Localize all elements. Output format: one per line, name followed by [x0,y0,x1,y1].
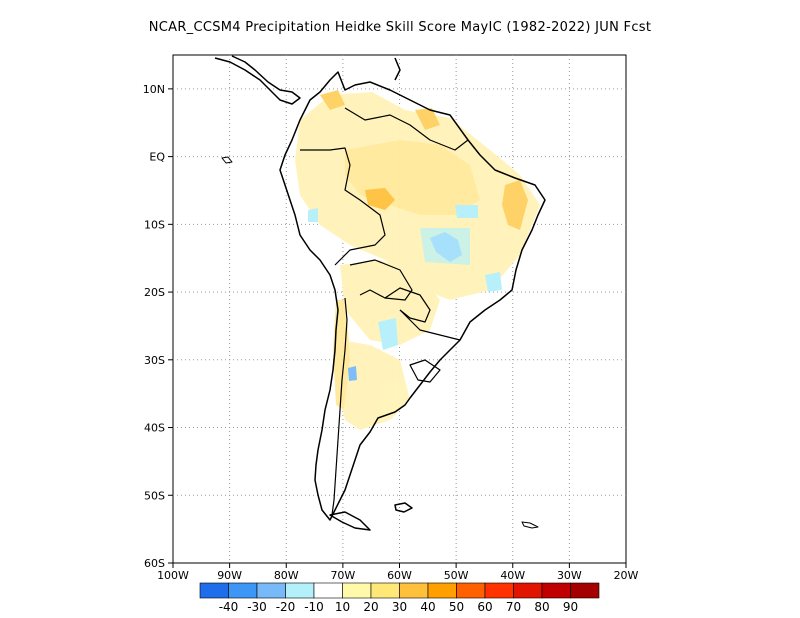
colorbar-swatch [427,582,457,599]
galapagos [221,156,233,164]
lon-tick-label: 20W [614,569,639,582]
colorbar-swatch [399,582,429,599]
border-paraguay [384,287,431,323]
border-bolivia [349,259,413,301]
colorbar-swatch [199,582,229,599]
colorbar-swatch [228,582,258,599]
lon-tick-label: 90W [217,569,242,582]
shade-blue-2 [420,228,470,265]
lon-tick-label: 60W [387,569,412,582]
coastlines [214,55,546,531]
shade-blue-3 [378,318,398,350]
country-borders [300,107,469,516]
colorbar-swatch [256,582,286,599]
colorbar-swatch [456,582,486,599]
border-brazil-south [399,309,461,341]
shade-orange-2 [502,180,528,230]
shade-orange-1 [365,188,395,210]
south-america-coast [279,71,546,521]
shade-andes-strip [333,300,350,410]
lon-tick-label: 40W [500,569,525,582]
shade-blue-7 [308,208,318,222]
colorbar-label: 90 [563,600,578,614]
lat-tick-label: 10N [143,83,165,96]
map-title: NCAR_CCSM4 Precipitation Heidke Skill Sc… [148,20,652,35]
colorbar-label: 80 [534,600,549,614]
colorbar-swatch [342,582,372,599]
shade-blue-5 [485,272,502,292]
colorbar-label: 70 [506,600,521,614]
lat-tick-label: 20S [144,286,165,299]
shade-orange-4 [415,108,440,130]
shade-blue-4 [455,205,478,218]
lat-tick-label: 10S [144,218,165,231]
colorbar-swatch [541,582,571,599]
border-argentina-chile [331,297,348,516]
lon-tick-label: 30W [557,569,582,582]
colorbar-label: 20 [363,600,378,614]
shade-blue-6 [348,366,357,381]
colorbar-swatch [570,582,600,599]
longitude-tick-labels: 100W 90W 80W 70W 60W 50W 40W 30W 20W [157,563,639,582]
skill-score-shading [295,90,540,430]
south-georgia [521,521,539,529]
colorbar-label: 60 [477,600,492,614]
tierra-del-fuego [329,511,371,531]
colorbar-label: 50 [449,600,464,614]
colorbar-label: -10 [304,600,324,614]
colorbar-label: -20 [276,600,296,614]
lat-tick-label: 60S [144,557,165,570]
colorbar-label: 30 [392,600,407,614]
shade-orange-3 [320,90,345,110]
latitude-tick-labels: 10N EQ 10S 20S 30S 40S 50S 60S [143,83,173,570]
lon-tick-label: 80W [274,569,299,582]
colorbar-labels: -40 -30 -20 -10 10 20 30 40 50 60 70 80 90 [219,600,578,614]
colorbar [199,582,600,599]
colorbar-label: -40 [219,600,239,614]
shade-south [338,340,410,430]
lat-tick-label: 50S [144,489,165,502]
colorbar-swatch [285,582,315,599]
lat-tick-label: 40S [144,422,165,435]
border-colombia-venezuela [344,107,469,151]
border-uruguay [409,359,441,383]
colorbar-label: 10 [335,600,350,614]
central-america-coast [214,55,301,105]
lon-tick-label: 70W [330,569,355,582]
lat-tick-label: EQ [149,151,165,164]
lat-tick-label: 30S [144,354,165,367]
lon-tick-label: 50W [444,569,469,582]
colorbar-swatch [370,582,400,599]
border-north [300,147,386,266]
shade-central [340,260,440,345]
caribbean-coast [394,57,401,81]
colorbar-swatch [313,582,343,599]
colorbar-label: -30 [247,600,267,614]
colorbar-swatch [484,582,514,599]
colorbar-swatch [513,582,543,599]
falklands [394,502,413,513]
lon-tick-label: 100W [157,569,189,582]
colorbar-label: 40 [420,600,435,614]
